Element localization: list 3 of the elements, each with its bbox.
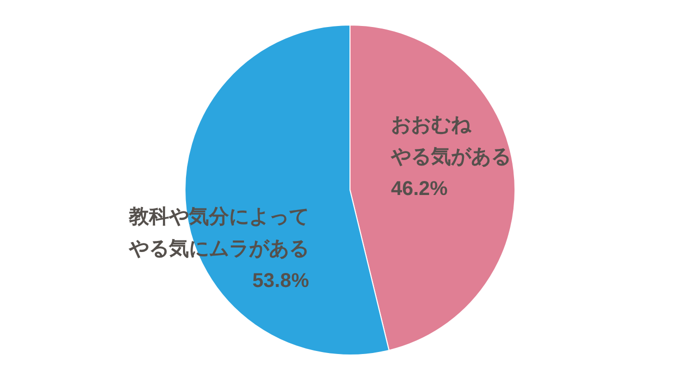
slice-label: おおむねやる気がある — [390, 114, 511, 169]
data-label: 53.8% — [252, 270, 310, 292]
data-label: 46.2% — [390, 178, 448, 201]
